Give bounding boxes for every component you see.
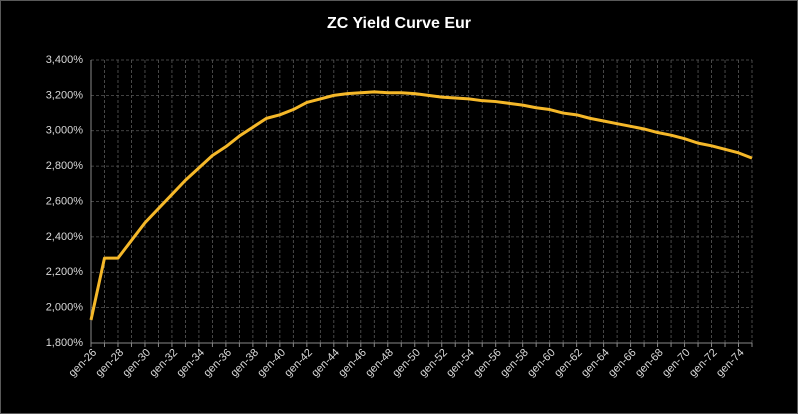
y-tick-label: 2,600% <box>46 195 84 207</box>
chart-title: ZC Yield Curve Eur <box>327 15 471 32</box>
y-tick-label: 3,000% <box>46 125 84 137</box>
y-tick-label: 1,800% <box>46 337 84 349</box>
y-tick-label: 3,200% <box>46 89 84 101</box>
y-tick-label: 2,800% <box>46 160 84 172</box>
y-tick-label: 2,400% <box>46 231 84 243</box>
y-tick-label: 2,000% <box>46 302 84 314</box>
y-tick-label: 3,400% <box>46 54 84 66</box>
y-tick-label: 2,200% <box>46 266 84 278</box>
line <box>89 90 753 321</box>
